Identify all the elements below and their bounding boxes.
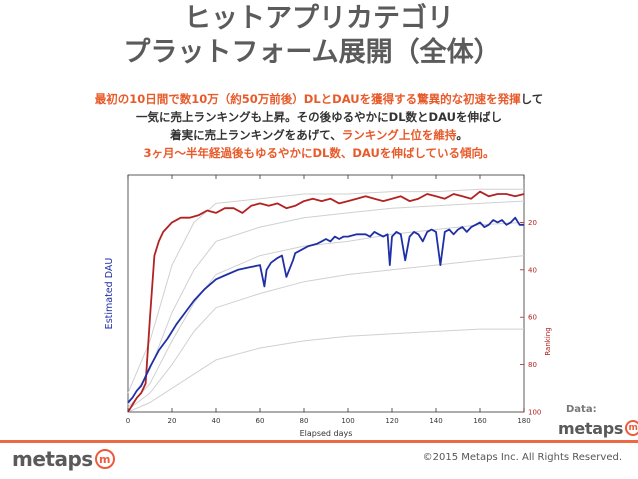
x-tick-label-140: 140 — [429, 417, 442, 425]
summary-line-4: 3ヶ月〜半年経過後もゆるやかにDL数、DAUを伸ばしている傾向。 — [143, 146, 495, 160]
x-tick-label-20: 20 — [168, 417, 177, 425]
data-source-logo-mark: m — [625, 420, 638, 436]
dau-line — [127, 216, 524, 404]
y-right-axis-label: Ranking — [544, 327, 552, 355]
chart-svg: 0 20 40 60 80 100 120 140 160 180 20 40 60 80 100 Elaps… — [104, 174, 552, 438]
footer-logo: metaps m — [12, 446, 115, 472]
data-source-logo-word: metaps — [558, 418, 624, 438]
x-tick-label-40: 40 — [212, 417, 221, 425]
summary-line-2: 一気に売上ランキングも上昇。その後ゆるやかにDL数とDAUを伸ばし — [136, 110, 502, 124]
x-tick-label-120: 120 — [385, 417, 398, 425]
summary-highlight-1: 最初の10日間で数10万（約50万前後）DLとDAUを獲得する驚異的な初速を発揮 — [94, 92, 521, 106]
data-source-logo: metaps m — [558, 418, 638, 438]
comparison-3-line — [127, 221, 525, 408]
summary-line-3: 着実に売上ランキングをあげて、ランキング上位を維持。 — [0, 126, 638, 144]
y-left-axis-label: Estimated DAU — [104, 258, 115, 330]
y-right-tick-label-20: 20 — [528, 219, 537, 227]
footer-divider — [0, 440, 638, 443]
comparison-5-line — [127, 328, 524, 413]
copyright-text: ©2015 Metaps Inc. All Rights Reserved. — [422, 452, 622, 463]
x-axis-label: Elapsed days — [300, 429, 353, 438]
summary-line-1: 最初の10日間で数10万（約50万前後）DLとDAUを獲得する驚異的な初速を発揮… — [0, 90, 638, 108]
comparison-4-line — [127, 255, 525, 410]
y-right-tick-label-60: 60 — [528, 314, 537, 322]
summary-line-1-tail: して — [520, 92, 544, 106]
y-right-tick-label-40: 40 — [528, 266, 537, 274]
comparison-2-line — [127, 200, 525, 406]
x-tick-label-160: 160 — [473, 417, 486, 425]
y-right-tick-label-100: 100 — [528, 409, 541, 417]
title-line-2: プラットフォーム展開（全体） — [123, 37, 501, 68]
title-line-1: ヒットアプリカテゴリ — [184, 3, 454, 34]
x-tick-label-180: 180 — [517, 417, 530, 425]
data-source-label: Data: — [566, 404, 597, 415]
x-tick-label-100: 100 — [341, 417, 354, 425]
footer-logo-word: metaps — [12, 447, 93, 471]
x-tick-label-0: 0 — [126, 417, 130, 425]
x-tick-label-80: 80 — [300, 417, 309, 425]
comparison-1-line — [127, 188, 524, 394]
dau-ranking-chart: 0 20 40 60 80 100 120 140 160 180 20 40 60 80 100 Elaps… — [92, 164, 562, 444]
ranking-line — [127, 190, 525, 413]
y-right-tick-label-80: 80 — [528, 361, 537, 369]
summary-line-3-head: 着実に売上ランキングをあげて、 — [170, 128, 342, 142]
summary-text: 最初の10日間で数10万（約50万前後）DLとDAUを獲得する驚異的な初速を発揮… — [0, 90, 638, 162]
footer-logo-mark: m — [94, 449, 115, 469]
summary-highlight-2: ランキング上位を維持 — [341, 128, 457, 142]
page-title: ヒットアプリカテゴリ プラットフォーム展開（全体） — [0, 2, 638, 70]
summary-line-3-tail: 。 — [456, 128, 468, 142]
plot-frame — [127, 174, 525, 413]
x-tick-label-60: 60 — [256, 417, 265, 425]
